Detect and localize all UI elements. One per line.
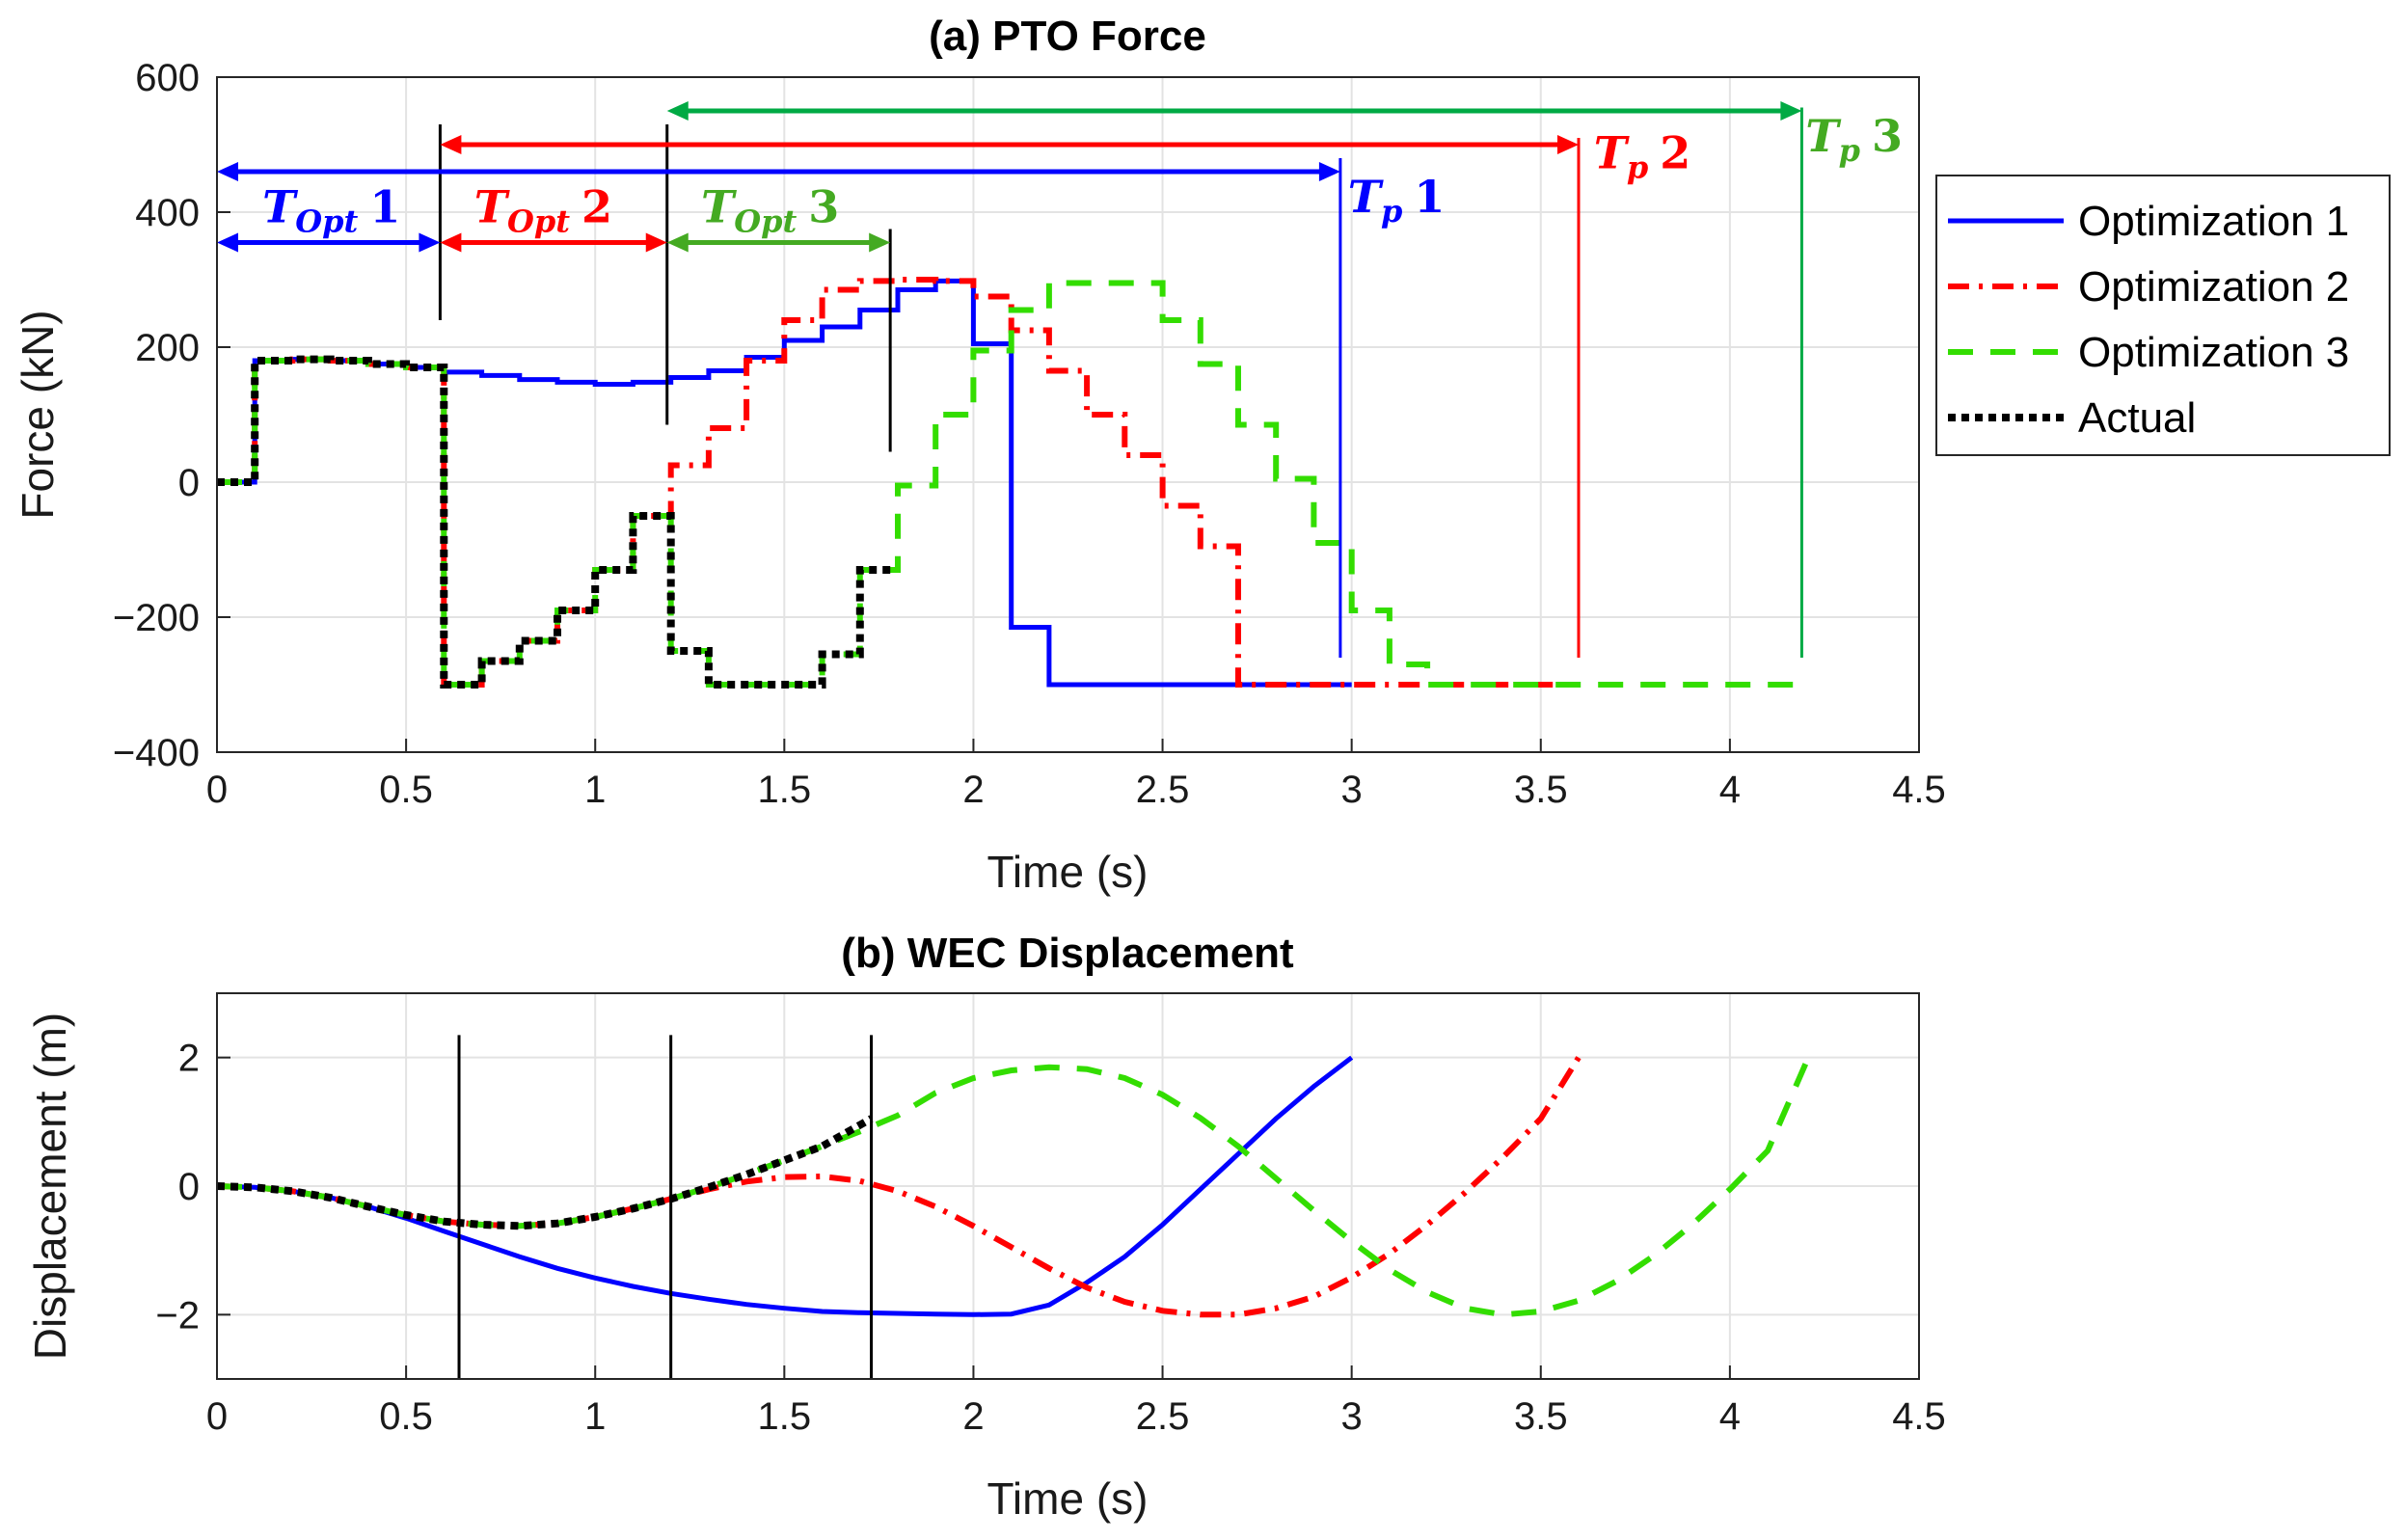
force-y-tick-label: 200 [135, 327, 200, 369]
force-x-tick-label: 4 [1719, 769, 1741, 811]
force-y-tick-label: −200 [113, 597, 200, 639]
force-y-tick-label: −400 [113, 732, 200, 774]
force-x-tick-label: 4.5 [1892, 769, 1946, 811]
force-time-label: Tp 2 [1594, 127, 1691, 186]
legend-label-optimization-2: Optimization 2 [2078, 263, 2349, 311]
legend-label-optimization-1: Optimization 1 [2078, 198, 2349, 245]
displacement-x-ticks: 0 0.5 1 1.5 2 2.5 3 3.5 4 4.5 [206, 1365, 1946, 1438]
force-time-label: TOpt 2 [474, 181, 612, 240]
disp-x-tick-label: 1 [584, 1395, 606, 1438]
force-annotations: TOpt 1 TOpt 2 TOpt 3 Tp 1 Tp 2 Tp 3 [217, 101, 1903, 658]
force-time-label: TOpt 3 [701, 181, 839, 240]
force-series-actual [217, 355, 891, 689]
force-y-axis-label: Force (kN) [13, 310, 63, 519]
displacement-y-axis-label: Displacement (m) [25, 1013, 75, 1360]
displacement-y-ticks: −2 0 2 [155, 1038, 230, 1337]
legend-label-actual: Actual [2078, 394, 2196, 442]
displacement-chart: (b) WEC Displacement 0 0.5 1 1.5 2 2.5 3 3.5 4 4.… [25, 930, 1946, 1524]
force-x-tick-label: 1.5 [758, 769, 812, 811]
force-y-tick-label: 600 [135, 57, 200, 99]
force-double-arrow [217, 232, 441, 253]
legend-label-optimization-3: Optimization 3 [2078, 329, 2349, 376]
force-double-arrow [666, 101, 1802, 121]
displacement-axes-box [216, 992, 1920, 1380]
force-x-tick-label: 1 [584, 769, 606, 811]
disp-x-tick-label: 1.5 [758, 1395, 812, 1438]
force-axes-box [216, 76, 1920, 753]
disp-x-tick-label: 2 [962, 1395, 984, 1438]
displacement-x-axis-label: Time (s) [987, 1473, 1149, 1524]
force-series [217, 277, 1806, 689]
force-chart-title: (a) PTO Force [929, 13, 1206, 60]
disp-x-tick-label: 0.5 [379, 1395, 433, 1438]
disp-y-tick-label: 2 [178, 1038, 200, 1080]
force-time-label: Tp 1 [1348, 171, 1446, 230]
force-time-label: TOpt 1 [262, 181, 400, 240]
disp-y-tick-label: −2 [155, 1294, 200, 1337]
force-x-tick-label: 2.5 [1136, 769, 1190, 811]
force-double-arrow [440, 232, 667, 253]
disp-y-tick-label: 0 [178, 1166, 200, 1208]
disp-series-actual [217, 1115, 874, 1230]
force-y-tick-label: 0 [178, 462, 200, 504]
force-x-ticks: 0 0.5 1 1.5 2 2.5 3 3.5 4 4.5 [206, 739, 1946, 811]
force-y-ticks: −400 −200 0 200 400 600 [113, 57, 230, 774]
disp-x-tick-label: 3.5 [1514, 1395, 1568, 1438]
legend: Optimization 1 Optimization 2 Optimizati… [1935, 175, 2391, 456]
force-double-arrow [217, 162, 1340, 181]
force-double-arrow [666, 232, 891, 253]
force-double-arrow [440, 135, 1579, 154]
force-x-tick-label: 3 [1341, 769, 1363, 811]
force-x-axis-label: Time (s) [987, 847, 1149, 897]
force-x-tick-label: 3.5 [1514, 769, 1568, 811]
force-x-tick-label: 2 [962, 769, 984, 811]
force-x-tick-label: 0 [206, 769, 228, 811]
legend-items: Optimization 1 Optimization 2 Optimizati… [1948, 198, 2349, 442]
disp-x-tick-label: 0 [206, 1395, 228, 1438]
disp-x-tick-label: 3 [1341, 1395, 1363, 1438]
force-chart: (a) PTO Force 0 0.5 1 1.5 2 2.5 3 3.5 4 4.5 −400−… [13, 13, 1946, 897]
force-plot-area [217, 77, 1919, 752]
disp-x-tick-label: 4.5 [1892, 1395, 1946, 1438]
force-x-tick-label: 0.5 [379, 769, 433, 811]
force-y-tick-label: 400 [135, 192, 200, 234]
displacement-series [217, 1055, 1809, 1318]
disp-series-optimization-3 [217, 1063, 1809, 1318]
force-time-label: Tp 3 [1805, 110, 1903, 169]
disp-x-tick-label: 4 [1719, 1395, 1741, 1438]
disp-x-tick-label: 2.5 [1136, 1395, 1190, 1438]
displacement-annotations [457, 1035, 874, 1379]
displacement-chart-title: (b) WEC Displacement [841, 930, 1294, 977]
